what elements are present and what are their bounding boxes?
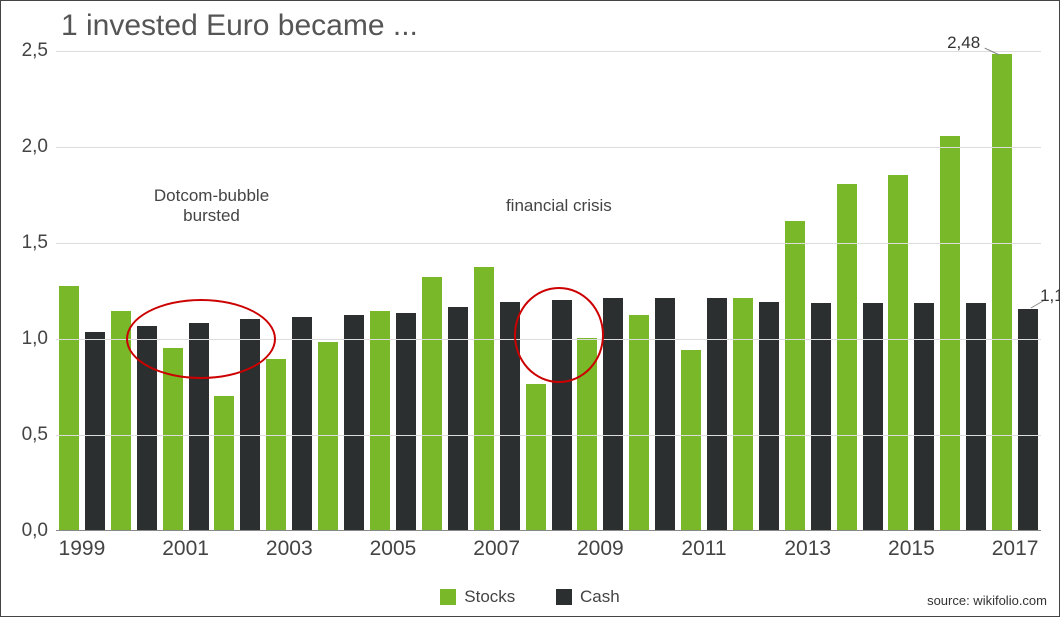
bar-stocks	[266, 359, 286, 530]
x-tick-label: 2009	[577, 537, 624, 561]
x-tick-label: 2017	[992, 537, 1039, 561]
bar-cash	[759, 302, 779, 530]
x-tick-label: 1999	[59, 537, 106, 561]
chart-title: 1 invested Euro became ...	[61, 9, 418, 43]
x-tick-label: 2011	[681, 537, 726, 561]
bars-layer	[56, 51, 1041, 530]
bar-cash	[811, 303, 831, 530]
bar-cash	[448, 307, 468, 530]
bar-cash	[863, 303, 883, 530]
source-text: source: wikifolio.com	[927, 593, 1047, 608]
gridline	[56, 339, 1041, 340]
legend-label-cash: Cash	[580, 587, 620, 607]
bar-cash	[500, 302, 520, 530]
bar-stocks	[422, 277, 442, 530]
bar-stocks	[940, 136, 960, 530]
y-tick-label: 0,0	[22, 520, 48, 542]
gridline	[56, 435, 1041, 436]
bar-stocks	[214, 396, 234, 530]
y-tick-label: 0,5	[22, 424, 48, 446]
gridline	[56, 147, 1041, 148]
bar-cash	[137, 326, 157, 530]
bar-cash	[966, 303, 986, 530]
y-tick-label: 2,0	[22, 136, 48, 158]
bar-cash	[344, 315, 364, 530]
bar-stocks	[681, 350, 701, 530]
bar-cash	[240, 319, 260, 530]
value-callout: 1,15	[1040, 286, 1060, 306]
bar-stocks	[370, 311, 390, 530]
bar-stocks	[785, 221, 805, 530]
legend: Stocks Cash	[1, 587, 1059, 610]
bar-cash	[1018, 309, 1038, 530]
y-tick-label: 2,5	[22, 40, 48, 62]
value-callout: 2,48	[947, 33, 980, 53]
bar-cash	[655, 298, 675, 530]
x-axis-labels: 1999 2001 2003 2005 2007 2009 2011 2013 2015 2017	[56, 537, 1041, 567]
x-tick-label: 2007	[473, 537, 520, 561]
bar-cash	[396, 313, 416, 530]
bar-stocks	[992, 54, 1012, 530]
bar-stocks	[59, 286, 79, 530]
legend-swatch-stocks	[440, 589, 456, 605]
plot-area: 0,00,51,01,52,02,5Dotcom-bubble burstedf…	[56, 51, 1041, 531]
chart-container: 1 invested Euro became ... 0,00,51,01,52…	[0, 0, 1060, 617]
bar-cash	[189, 323, 209, 530]
bar-cash	[603, 298, 623, 530]
bar-stocks	[111, 311, 131, 530]
bar-cash	[85, 332, 105, 530]
gridline	[56, 51, 1041, 52]
bar-stocks	[733, 298, 753, 530]
bar-cash	[914, 303, 934, 530]
bar-stocks	[577, 338, 597, 530]
x-tick-label: 2015	[888, 537, 935, 561]
y-tick-label: 1,5	[22, 232, 48, 254]
annotation-text: Dotcom-bubble bursted	[154, 186, 269, 227]
bar-stocks	[629, 315, 649, 530]
y-tick-label: 1,0	[22, 328, 48, 350]
x-tick-label: 2013	[784, 537, 831, 561]
bar-stocks	[837, 184, 857, 530]
legend-label-stocks: Stocks	[464, 587, 515, 607]
x-tick-label: 2003	[266, 537, 313, 561]
bar-stocks	[474, 267, 494, 530]
bar-stocks	[163, 348, 183, 530]
bar-stocks	[888, 175, 908, 530]
annotation-text: financial crisis	[506, 196, 612, 216]
x-tick-label: 2005	[370, 537, 417, 561]
bar-stocks	[526, 384, 546, 530]
legend-item-stocks: Stocks	[440, 587, 515, 607]
x-tick-label: 2001	[162, 537, 209, 561]
bar-cash	[707, 298, 727, 530]
bar-cash	[552, 300, 572, 530]
bar-cash	[292, 317, 312, 530]
legend-swatch-cash	[556, 589, 572, 605]
gridline	[56, 243, 1041, 244]
legend-item-cash: Cash	[556, 587, 620, 607]
